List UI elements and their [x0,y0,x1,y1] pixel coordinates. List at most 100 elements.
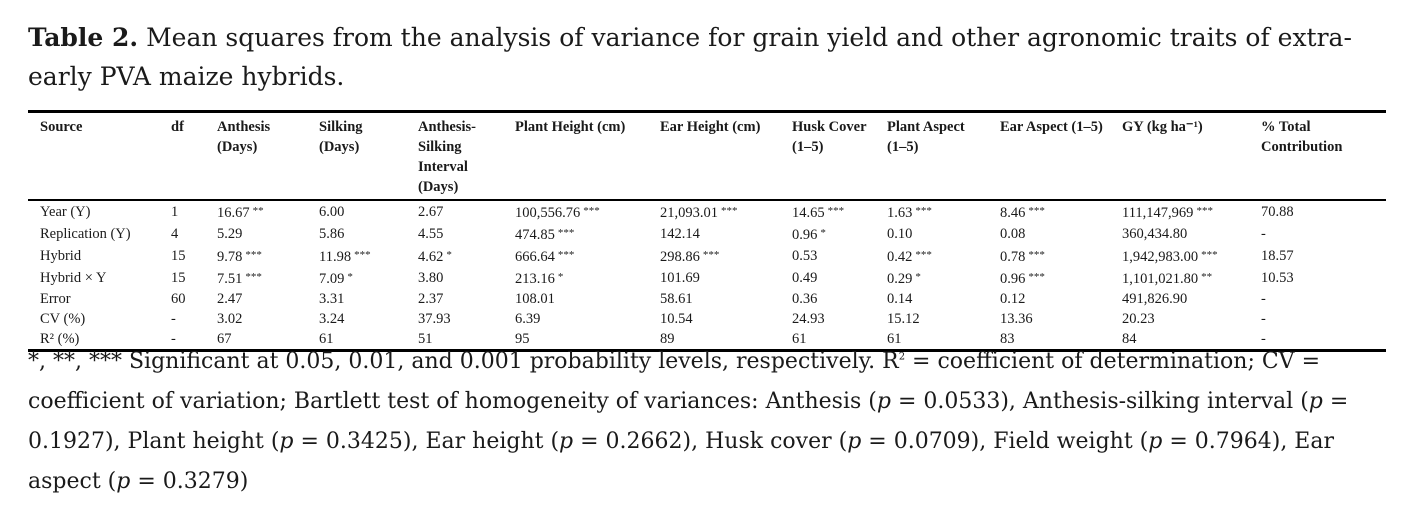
table-cell: 142.14 [648,223,780,245]
cell-value: 24.93 [792,311,825,327]
table-cell: 0.14 [875,289,988,309]
table-cell: 9.78 *** [205,245,307,267]
table-cell: 1.63 *** [875,200,988,223]
cell-value: 0.96 [792,227,818,243]
cell-value: 360,434.80 [1122,226,1188,242]
cell-value: 6.39 [515,311,541,327]
table-cell: 0.96 * [780,223,875,245]
table-cell: 84 [1110,329,1249,351]
header-cell: Anthesis (Days) [217,119,271,155]
cell-value: 0.12 [1000,291,1026,307]
table-cell: 11.98 *** [307,245,406,267]
cell-value: - [1261,291,1266,307]
significance-marker: * [820,227,826,239]
table-cell: 0.96 *** [988,267,1110,289]
significance-marker: * [557,271,564,283]
table-cell: 61 [307,329,406,351]
cell-value: 89 [660,331,675,347]
header-cell: Plant Aspect (1–5) [887,119,965,155]
significance-marker: ** [252,205,264,217]
table-cell: - [159,329,205,351]
cell-value: 1,101,021.80 [1122,271,1199,287]
cell-value: 1.63 [887,205,913,221]
table-cell: 3.02 [205,309,307,329]
row-source-cell: CV (%) [28,309,159,329]
table-cell: 60 [159,289,205,309]
table-cell: 4.62 * [406,245,503,267]
cell-value: 0.29 [887,271,913,287]
header-cell: Ear Height (cm) [660,119,761,135]
significance-marker: *** [1028,271,1045,283]
table-cell: 101.69 [648,267,780,289]
cell-value: 95 [515,331,530,347]
cell-value: 0.96 [1000,271,1026,287]
cell-value: 60 [171,291,186,307]
table-row: CV (%) - 3.02 3.24 37.93 6.39 10.54 24.93 15.12 1… [28,309,1386,329]
table-row: Hybrid 15 9.78 *** 11.98 *** 4.62 * 666.64 *** 298… [28,245,1386,267]
header-cell: GY (kg ha⁻¹) [1122,119,1203,135]
cell-value: 108.01 [515,291,555,307]
cell-value: 298.86 [660,249,700,265]
table-cell: 4.55 [406,223,503,245]
table-cell: 10.54 [648,309,780,329]
table-cell: 15 [159,267,205,289]
cell-value: 9.78 [217,249,243,265]
significance-marker: *** [915,249,932,261]
table-cell: 360,434.80 [1110,223,1249,245]
cell-value: 5.86 [319,226,345,242]
significance-marker: *** [1201,249,1218,261]
table-cell: 298.86 *** [648,245,780,267]
cell-value: 1,942,983.00 [1122,249,1199,265]
cell-value: 4.62 [418,249,444,265]
cell-value: 3.80 [418,270,444,286]
cell-value: 21,093.01 [660,205,718,221]
cell-value: 111,147,969 [1122,205,1194,221]
significance-marker: *** [557,249,575,261]
row-source-cell: Replication (Y) [28,223,159,245]
cell-value: 1 [171,204,179,220]
cell-value: Hybrid [40,248,82,264]
row-source-cell: Hybrid [28,245,159,267]
cell-value: 15.12 [887,311,920,327]
table-cell: 14.65 *** [780,200,875,223]
table-caption: Table 2. Mean squares from the analysis … [28,18,1388,96]
table-cell: 7.51 *** [205,267,307,289]
caption-text: Mean squares from the analysis of varian… [28,23,1352,91]
cell-value: 13.36 [1000,311,1033,327]
cell-value: 61 [792,331,807,347]
cell-value: 2.37 [418,291,444,307]
table-cell: 51 [406,329,503,351]
significance-marker: * [347,271,353,283]
cell-value: 0.36 [792,291,818,307]
cell-value: 491,826.90 [1122,291,1188,307]
table-cell: 4 [159,223,205,245]
table-cell: 0.12 [988,289,1110,309]
table-cell: 0.78 *** [988,245,1110,267]
caption-label: Table 2. [28,23,139,52]
cell-value: Year (Y) [40,204,91,220]
cell-value: - [1261,331,1266,347]
cell-value: 0.78 [1000,249,1026,265]
cell-value: 2.47 [217,291,243,307]
significance-marker: *** [827,205,845,217]
table-cell: 213.16 * [503,267,648,289]
header-cell: df [171,119,184,135]
significance-marker: *** [1196,205,1213,217]
cell-value: 5.29 [217,226,243,242]
cell-value: 83 [1000,331,1015,347]
row-source-cell: Year (Y) [28,200,159,223]
table-cell: 10.53 [1249,267,1386,289]
table-cell: 95 [503,329,648,351]
header-cell: Source [40,119,83,135]
header-cell: Silking (Days) [319,119,363,155]
cell-value: 84 [1122,331,1137,347]
cell-value: 70.88 [1261,204,1294,220]
significance-marker: *** [721,205,738,217]
table-cell: 8.46 *** [988,200,1110,223]
table-footnote: *, **, *** Significant at 0.05, 0.01, an… [28,349,1349,494]
header-cell: Plant Height (cm) [515,119,626,135]
cell-value: 20.23 [1122,311,1155,327]
cell-value: 7.51 [217,271,243,287]
table-cell: 21,093.01 *** [648,200,780,223]
row-source-cell: R² (%) [28,329,159,351]
